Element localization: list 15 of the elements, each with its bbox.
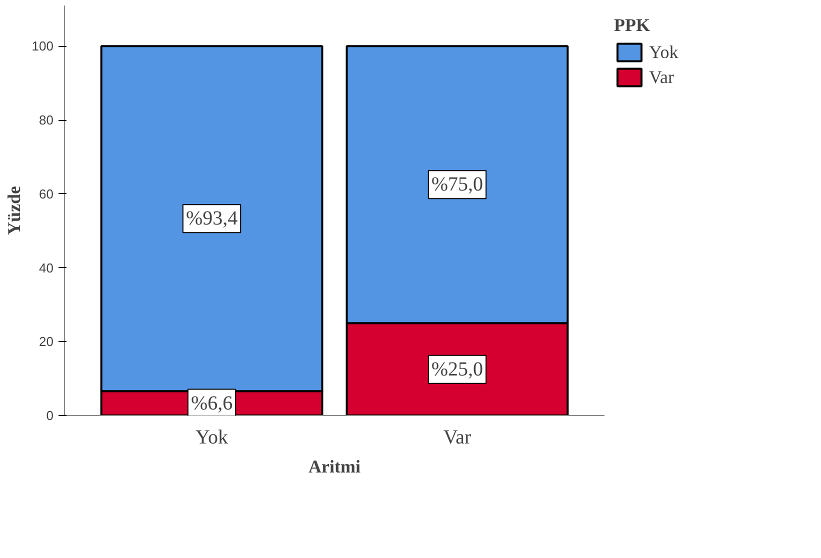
legend-title: PPK bbox=[614, 15, 651, 36]
y-tick-label: 100 bbox=[32, 38, 54, 54]
legend-label: Yok bbox=[649, 42, 678, 62]
legend-label: Var bbox=[649, 66, 674, 88]
data-label: %6,6 bbox=[190, 392, 233, 414]
y-tick-label: 0 bbox=[46, 408, 54, 423]
data-label: %93,4 bbox=[186, 208, 238, 230]
y-tick-label: 60 bbox=[39, 186, 54, 202]
data-label: %75,0 bbox=[431, 174, 484, 196]
y-tick-label: 40 bbox=[39, 260, 54, 276]
data-label: %25,0 bbox=[431, 358, 484, 380]
y-axis-title: Yüzde bbox=[4, 186, 24, 235]
x-axis-title: Aritmi bbox=[308, 456, 360, 476]
y-tick-label: 80 bbox=[39, 112, 54, 128]
y-tick-label: 20 bbox=[39, 334, 54, 350]
